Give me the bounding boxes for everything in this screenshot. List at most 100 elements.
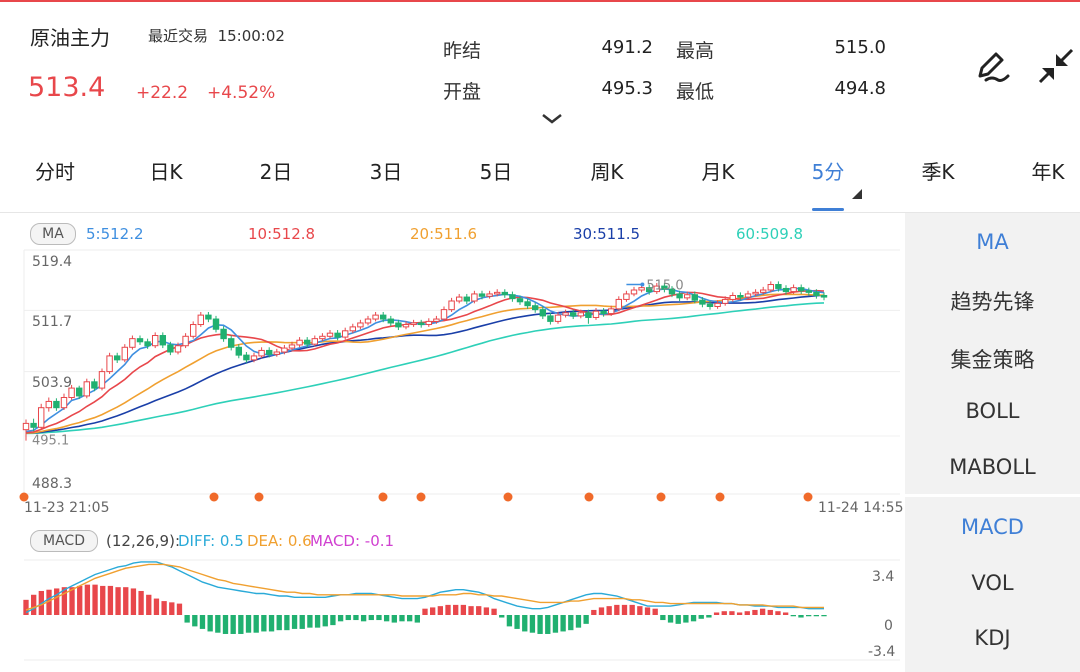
collapse-arrows-icon[interactable]: [1036, 46, 1076, 86]
candle-body: [531, 305, 539, 311]
macd-bar: [767, 609, 773, 615]
event-dot: [656, 492, 666, 502]
macd-bar: [575, 615, 582, 628]
tab-3-day[interactable]: 3日: [369, 160, 403, 184]
macd-bar: [422, 608, 428, 615]
candle-body: [820, 295, 828, 298]
indicator-macd[interactable]: MACD: [961, 515, 1024, 539]
indicator-maboll[interactable]: MABOLL: [949, 455, 1036, 479]
candle-body: [433, 318, 440, 322]
macd-bar: [736, 612, 743, 615]
macd-bar: [345, 615, 351, 621]
ma60-line: [25, 302, 825, 435]
macd-bar: [353, 615, 359, 621]
indicator-kdj[interactable]: KDJ: [974, 626, 1011, 650]
macd-bar: [430, 607, 436, 615]
macd-bar: [805, 615, 812, 617]
indicator-boll[interactable]: BOLL: [965, 399, 1020, 423]
contract-name: 原油主力: [30, 26, 110, 50]
tab-yearly-k[interactable]: 年K: [1031, 160, 1065, 184]
macd-bar: [391, 615, 397, 623]
expand-chevron-icon[interactable]: [540, 110, 564, 129]
candle-body: [265, 349, 273, 355]
indicator-vol[interactable]: VOL: [971, 571, 1014, 595]
candle-body: [524, 301, 531, 307]
indicator-ma[interactable]: MA: [976, 230, 1009, 254]
candle-body: [258, 349, 265, 357]
ma10-line: [25, 289, 825, 434]
event-dot: [378, 492, 388, 502]
macd-bar: [560, 615, 566, 632]
ma5-value: 5:512.2: [86, 225, 144, 243]
price-change-percent: +4.52%: [207, 83, 276, 103]
period-tabs: 分时 日K 2日 3日 5日 周K 月K 5分 季K 年K: [0, 156, 1080, 200]
tab-5-day[interactable]: 5日: [479, 160, 513, 184]
draw-pen-icon[interactable]: [972, 46, 1012, 86]
indicator-gold-strategy[interactable]: 集金策略: [950, 348, 1035, 372]
macd-bar: [153, 598, 160, 615]
candle-body: [167, 344, 174, 353]
candle-body: [250, 355, 258, 361]
candle-body: [220, 328, 227, 340]
quote-value-low: 494.8: [834, 78, 886, 99]
macd-bar: [660, 615, 666, 621]
candle-body: [683, 294, 691, 299]
macd-bar: [598, 607, 605, 615]
event-dot: [503, 492, 513, 502]
price-change: +22.2: [136, 83, 189, 103]
candle-body: [668, 288, 676, 295]
indicator-trend-pioneer[interactable]: 趋势先锋: [950, 290, 1035, 314]
candle-body: [387, 318, 395, 324]
quote-value-prev-settle: 491.2: [601, 37, 653, 58]
macd-bar: [406, 615, 413, 622]
macd-bar: [545, 615, 551, 634]
tab-dropdown-triangle-icon[interactable]: [852, 184, 862, 203]
tab-daily-k[interactable]: 日K: [149, 160, 183, 184]
macd-bar: [606, 606, 612, 615]
macd-bar: [307, 615, 313, 628]
candle-body: [281, 347, 288, 353]
kline-chart[interactable]: 515.0 495.1: [0, 0, 905, 672]
candle-body: [326, 332, 334, 337]
candle-body: [425, 320, 433, 326]
candle-body: [144, 341, 151, 347]
macd-legend-tag[interactable]: MACD: [30, 530, 98, 552]
macd-y-tick-bottom: -3.4: [868, 644, 896, 660]
macd-bar: [453, 604, 459, 615]
y-tick-bottom: 488.3: [32, 476, 73, 492]
tab-weekly-k[interactable]: 周K: [590, 160, 624, 184]
last-trade-time: 15:00:02: [217, 27, 285, 45]
macd-bar: [759, 608, 766, 615]
tab-2-day[interactable]: 2日: [259, 160, 293, 184]
event-dot: [803, 492, 813, 502]
tab-quarterly-k[interactable]: 季K: [921, 160, 955, 184]
candle-body: [37, 407, 45, 428]
tab-5-minute[interactable]: 5分: [811, 160, 845, 184]
macd-bar: [437, 606, 444, 615]
macd-y-tick-zero: 0: [884, 618, 893, 634]
candle-body: [83, 381, 91, 397]
macd-bar: [268, 615, 275, 632]
macd-bar: [775, 611, 781, 615]
candle-body: [296, 339, 303, 346]
event-dot: [715, 492, 725, 502]
candle-body: [45, 400, 53, 409]
ma-legend-tag[interactable]: MA: [30, 223, 76, 245]
candle-body: [189, 324, 197, 337]
macd-bar: [61, 587, 68, 615]
candle-body: [767, 284, 775, 291]
candle-body: [607, 308, 615, 315]
candle-body: [174, 345, 182, 353]
macd-bar: [483, 607, 490, 615]
quote-label-high: 最高: [676, 40, 715, 62]
tab-monthly-k[interactable]: 月K: [701, 160, 735, 184]
macd-diff-line: [25, 561, 824, 614]
macd-bar: [506, 615, 513, 627]
candle-body: [334, 332, 341, 338]
quote-label-low: 最低: [676, 81, 715, 103]
tab-fenshi[interactable]: 分时: [35, 160, 75, 184]
macd-bar: [176, 603, 183, 615]
candle-body: [623, 293, 630, 300]
candle-body: [706, 303, 714, 307]
candle-body: [341, 330, 349, 338]
